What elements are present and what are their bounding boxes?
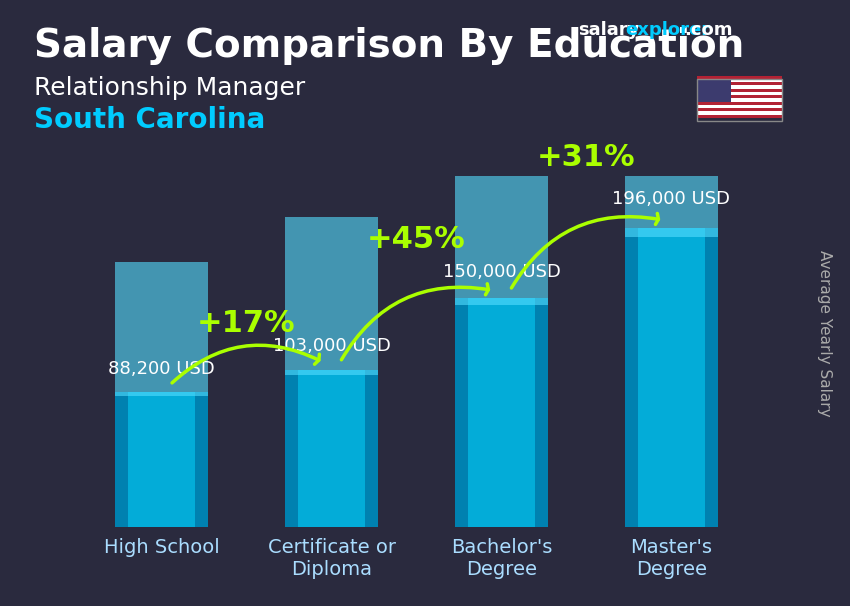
Bar [455,76,548,305]
Text: +17%: +17% [197,310,296,339]
Bar [455,298,548,527]
Text: South Carolina: South Carolina [34,106,265,134]
Bar [115,262,208,396]
Text: 196,000 USD: 196,000 USD [613,190,730,208]
Bar [455,298,468,527]
Bar [625,228,718,527]
Text: salary: salary [578,21,639,39]
Bar [625,0,718,237]
Bar [115,393,208,527]
Text: Relationship Manager: Relationship Manager [34,76,305,100]
Text: explorer: explorer [625,21,710,39]
Text: Average Yearly Salary: Average Yearly Salary [817,250,832,416]
Bar [625,228,638,527]
Bar [285,217,378,375]
Bar [285,370,298,527]
Bar [535,298,548,527]
Bar [365,370,378,527]
Bar [285,370,378,527]
Text: +31%: +31% [537,143,636,172]
Text: +45%: +45% [367,225,466,255]
Text: 88,200 USD: 88,200 USD [108,360,215,378]
Text: .com: .com [684,21,733,39]
Text: 150,000 USD: 150,000 USD [443,263,560,281]
Bar [705,228,718,527]
Bar [195,393,208,527]
Text: Salary Comparison By Education: Salary Comparison By Education [34,27,745,65]
Text: 103,000 USD: 103,000 USD [273,338,390,355]
Bar [115,393,128,527]
